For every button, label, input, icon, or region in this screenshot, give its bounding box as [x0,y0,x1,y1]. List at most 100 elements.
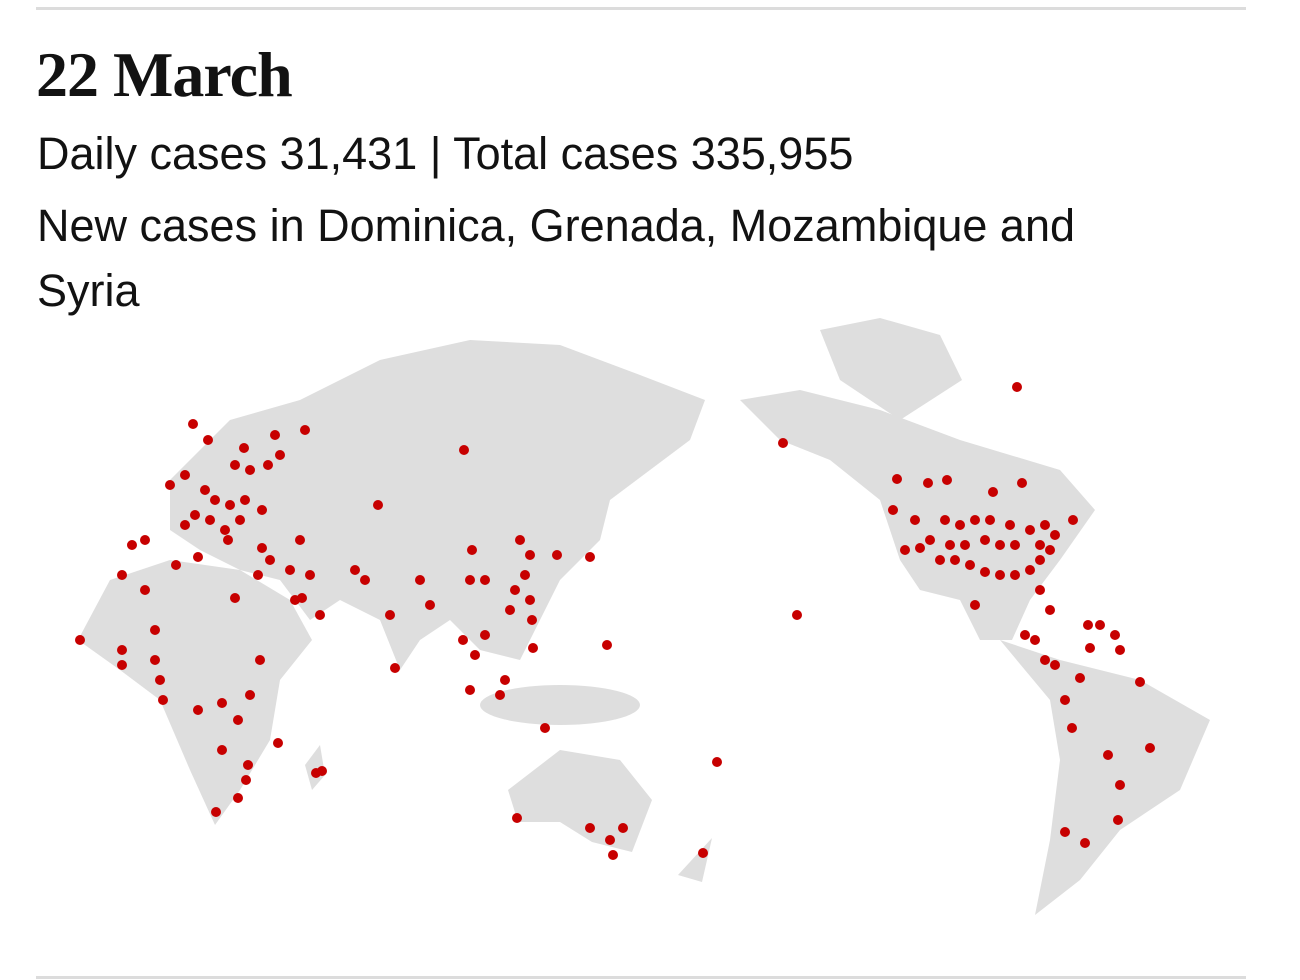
case-dot [235,515,245,525]
case-dot [203,435,213,445]
case-dot [425,600,435,610]
case-dot [585,823,595,833]
case-dot [350,565,360,575]
case-dot [1035,585,1045,595]
case-dot [923,478,933,488]
case-dot [1095,620,1105,630]
case-dot [495,690,505,700]
case-dot [297,593,307,603]
case-dot [585,552,595,562]
case-dot [988,487,998,497]
case-dot [942,475,952,485]
case-dot [188,419,198,429]
case-dot [295,535,305,545]
case-dot [980,567,990,577]
case-dot [245,465,255,475]
case-dot [465,685,475,695]
case-dot [245,690,255,700]
case-dot [980,535,990,545]
case-dot [165,480,175,490]
case-dot [1115,645,1125,655]
case-dot [1040,655,1050,665]
case-dot [480,630,490,640]
case-dot [1085,643,1095,653]
case-dot [241,775,251,785]
case-dot [1135,677,1145,687]
case-dot [1012,382,1022,392]
eurasia [170,340,705,670]
case-dot [233,715,243,725]
case-dot [1145,743,1155,753]
case-dot [360,575,370,585]
case-dot [1075,673,1085,683]
case-dot [140,585,150,595]
case-dot [217,698,227,708]
case-dot [792,610,802,620]
case-dot [220,525,230,535]
case-dot [243,760,253,770]
case-dot [140,535,150,545]
case-dot [385,610,395,620]
case-dot [528,643,538,653]
case-dot [1020,630,1030,640]
case-dot [520,570,530,580]
case-dot [1030,635,1040,645]
case-dot [253,570,263,580]
case-dot [117,570,127,580]
case-dot [270,430,280,440]
south-america [1000,640,1210,915]
case-dot [200,485,210,495]
case-dot [1010,540,1020,550]
madagascar [305,745,325,790]
case-dot [205,515,215,525]
case-dot [190,510,200,520]
case-dot [230,593,240,603]
case-dot [1025,525,1035,535]
case-dot [233,793,243,803]
case-dot [892,474,902,484]
case-dot [217,745,227,755]
case-dot [960,540,970,550]
case-dot [257,543,267,553]
case-dot [180,470,190,480]
case-dot [1113,815,1123,825]
case-dot [1040,520,1050,530]
case-dot [945,540,955,550]
case-dot [1035,555,1045,565]
case-dot [1115,780,1125,790]
case-dot [273,738,283,748]
case-dot [500,675,510,685]
case-dot [1025,565,1035,575]
case-dot [305,570,315,580]
indonesia [480,685,640,725]
case-dot [935,555,945,565]
case-dot [465,575,475,585]
case-dot [1060,695,1070,705]
case-dot [605,835,615,845]
case-dot [602,640,612,650]
case-dot [1017,478,1027,488]
case-dot [275,450,285,460]
case-dot [240,495,250,505]
case-dot [470,650,480,660]
case-dot [315,610,325,620]
case-dot [970,515,980,525]
case-dot [467,545,477,555]
case-dot [995,570,1005,580]
case-dot [915,543,925,553]
case-dot [117,645,127,655]
case-dot [540,723,550,733]
case-dot [712,757,722,767]
case-dot [1067,723,1077,733]
case-dot [171,560,181,570]
case-dot [940,515,950,525]
case-dot [1060,827,1070,837]
case-dot [888,505,898,515]
case-dot [317,766,327,776]
case-dot [150,625,160,635]
case-dot [510,585,520,595]
case-dot [1110,630,1120,640]
world-map [75,318,1210,915]
case-dot [778,438,788,448]
